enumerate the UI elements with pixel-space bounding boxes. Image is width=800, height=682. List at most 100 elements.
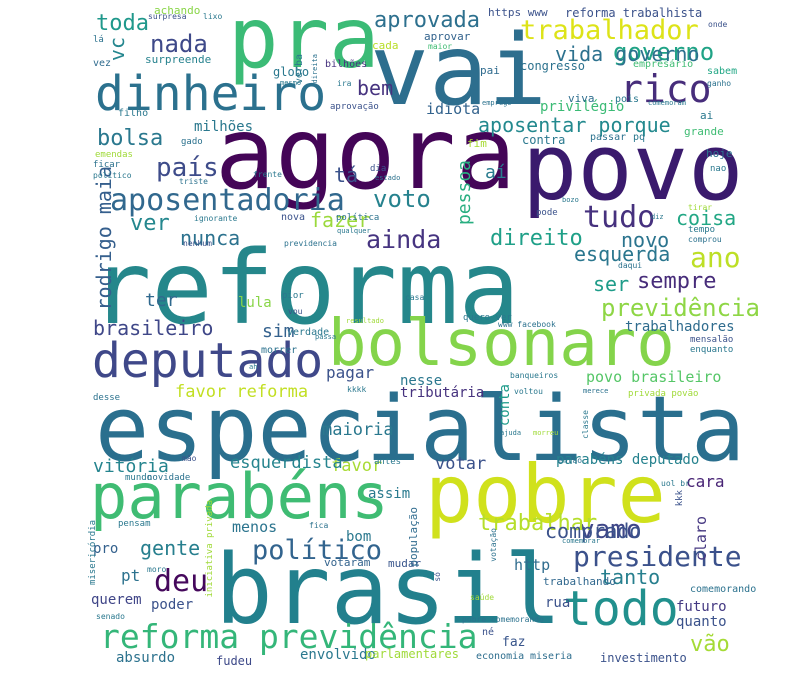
word: gado — [181, 137, 203, 147]
word: ficar — [93, 160, 121, 170]
word: tributária — [400, 385, 485, 401]
word: fudeu — [216, 654, 253, 668]
word: gente — [140, 536, 201, 560]
word: envolvido — [300, 647, 376, 663]
word: conta — [497, 384, 513, 427]
word: pobre — [425, 448, 666, 541]
word: bozo — [562, 196, 579, 204]
word: dinheiro — [95, 66, 327, 122]
word: filho — [118, 108, 149, 119]
word: fica — [309, 521, 329, 530]
word: banqueiros — [510, 371, 559, 380]
word: povo — [522, 114, 744, 221]
word: rua — [545, 595, 571, 611]
word: pai — [480, 64, 500, 77]
word: brasileiro — [93, 316, 214, 340]
word: daqui — [618, 261, 643, 270]
word: ainda — [366, 225, 442, 254]
word: ira — [337, 79, 352, 88]
word: hoje — [706, 147, 733, 160]
word: agora — [215, 95, 517, 212]
word: país — [156, 153, 219, 183]
word: reforma — [90, 229, 520, 348]
word: kkk — [675, 490, 685, 507]
word: povo brasileiro — [586, 368, 722, 386]
word: surpreende — [145, 53, 212, 66]
word: aí — [485, 162, 507, 183]
word: brasil — [215, 534, 562, 646]
word: vou — [288, 307, 303, 316]
word: esquerda — [574, 242, 671, 266]
word: votar — [435, 454, 487, 474]
word: bolsonaro — [328, 307, 675, 381]
word: parlamentares — [365, 647, 459, 661]
word: deputado — [92, 333, 324, 389]
word: absurdo — [116, 650, 176, 666]
word: sabem — [707, 66, 738, 77]
word: previdência — [601, 294, 760, 322]
word: aprovada — [374, 8, 480, 33]
word: kkkk — [347, 385, 367, 394]
word: diz — [651, 213, 664, 221]
word: querem — [91, 592, 142, 608]
word: milhões — [194, 119, 254, 135]
word: miseria — [530, 651, 573, 662]
word: futuro — [676, 599, 727, 615]
word: previdencia — [284, 239, 337, 248]
word: menos — [232, 518, 278, 536]
word: novo — [621, 228, 670, 252]
word: estado — [375, 174, 401, 182]
word: reforma trabalhista — [565, 6, 703, 20]
word: bolsa — [97, 126, 164, 151]
word: tanto — [600, 565, 661, 589]
word: reforma previdência — [100, 617, 478, 656]
word: cara — [686, 472, 725, 491]
word: merece — [583, 387, 609, 395]
word: tá — [334, 163, 359, 187]
word: pois — [615, 94, 640, 105]
word: onde — [708, 20, 728, 29]
word: fim — [467, 137, 487, 150]
word: todo — [563, 581, 679, 637]
word: poder — [151, 597, 194, 613]
word: idiota — [426, 100, 481, 118]
word: aposentadoria — [110, 183, 345, 218]
word: classe — [581, 410, 590, 439]
word: ver — [130, 211, 170, 236]
word: voltou — [514, 387, 543, 396]
word: comprado — [545, 519, 642, 543]
word: ignorante — [194, 214, 238, 223]
word: bom — [346, 529, 372, 545]
word: https www — [488, 6, 548, 19]
word: nova — [281, 212, 306, 223]
word: pobre comemorando — [462, 615, 544, 624]
word: bilhões — [325, 59, 368, 70]
word: mudar — [388, 557, 422, 570]
word: lula — [238, 295, 272, 311]
word: tempo — [688, 225, 716, 235]
word: trabalhador — [520, 15, 699, 46]
word: nenhum — [183, 239, 212, 248]
word: globo — [273, 65, 310, 79]
word: pra — [228, 0, 380, 87]
word: aprovar — [424, 30, 471, 43]
word: resultado — [346, 317, 384, 325]
word: trabalhadores — [625, 319, 735, 335]
word: enquanto — [690, 345, 734, 355]
word: morrer — [261, 345, 298, 356]
word: quanto — [676, 614, 727, 630]
word: coisa — [676, 206, 737, 230]
word: tudo — [583, 200, 656, 235]
word: saúde — [470, 593, 495, 602]
word: população — [407, 507, 420, 567]
word: aposentar porque — [478, 113, 671, 137]
word: tirar — [688, 203, 713, 212]
word: votação — [489, 528, 498, 562]
word: parabéns — [90, 460, 389, 533]
word: faz — [502, 635, 526, 650]
word: ah — [249, 363, 258, 371]
word: sempre — [637, 269, 717, 294]
word: favor — [331, 456, 383, 476]
word: rico — [620, 67, 712, 111]
